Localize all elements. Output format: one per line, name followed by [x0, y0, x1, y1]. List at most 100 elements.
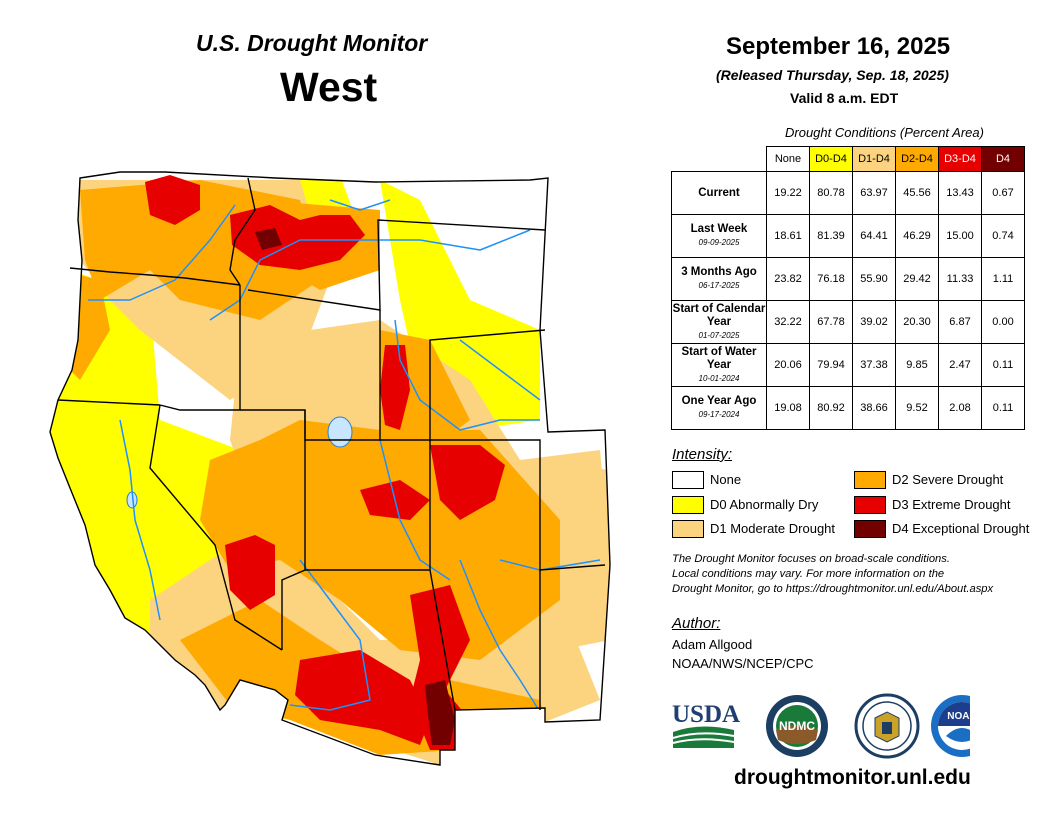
table-cell: 0.67 — [981, 171, 1025, 215]
row-title: Start of Calendar Year — [672, 302, 766, 328]
legend-swatch-none — [672, 471, 704, 489]
report-date: September 16, 2025 — [726, 33, 951, 60]
partner-logos: USDA NDMC NOAA — [672, 693, 970, 759]
table-cell: 2.47 — [938, 343, 982, 387]
author-organization: NOAA/NWS/NCEP/CPC — [672, 656, 814, 671]
table-cell: 39.02 — [852, 300, 896, 344]
commerce-seal-icon — [854, 693, 920, 759]
intensity-legend-title: Intensity: — [672, 446, 733, 463]
table-corner — [672, 147, 767, 172]
table-row: Last Week 09-09-2025 18.61 81.39 64.41 46… — [671, 214, 1025, 258]
table-cell: 80.78 — [809, 171, 853, 215]
legend-swatch-d0 — [672, 496, 704, 514]
table-cell: 32.22 — [766, 300, 810, 344]
d3-region-az — [295, 650, 430, 745]
row-date: 06-17-2025 — [698, 281, 740, 290]
table-row: One Year Ago 09-17-2024 19.08 80.92 38.66… — [671, 386, 1025, 430]
table-cell: 76.18 — [809, 257, 853, 301]
legend-swatch-d3 — [854, 496, 886, 514]
table-cell: 9.85 — [895, 343, 939, 387]
row-label: Current — [671, 171, 767, 215]
table-cell: 0.11 — [981, 343, 1025, 387]
release-date: (Released Thursday, Sep. 18, 2025) — [716, 67, 949, 83]
column-header-d1-d4: D1-D4 — [852, 146, 896, 172]
usda-logo: USDA — [672, 701, 740, 748]
valid-time: Valid 8 a.m. EDT — [790, 90, 899, 106]
state-boundaries — [49, 171, 611, 766]
column-header-none: None — [766, 146, 810, 172]
disclaimer-line: Local conditions may vary. For more info… — [672, 568, 945, 580]
table-cell: 81.39 — [809, 214, 853, 258]
table-cell: 64.41 — [852, 214, 896, 258]
row-label: Last Week 09-09-2025 — [671, 214, 767, 258]
table-cell: 38.66 — [852, 386, 896, 430]
legend-label: D3 Extreme Drought — [892, 497, 1011, 512]
row-title: Current — [698, 186, 740, 199]
conditions-table-title: Drought Conditions (Percent Area) — [785, 125, 984, 140]
table-cell: 19.08 — [766, 386, 810, 430]
table-cell: 79.94 — [809, 343, 853, 387]
row-title: Last Week — [690, 223, 748, 235]
row-date: 10-01-2024 — [698, 373, 740, 383]
table-cell: 67.78 — [809, 300, 853, 344]
table-cell: 20.30 — [895, 300, 939, 344]
disclaimer-line: Drought Monitor, go to https://droughtmo… — [672, 583, 994, 595]
legend-swatch-d1 — [672, 520, 704, 538]
d3-region-co — [430, 445, 505, 520]
disclaimer-text: The Drought Monitor focuses on broad-sca… — [672, 552, 1042, 597]
table-cell: 0.74 — [981, 214, 1025, 258]
table-cell: 2.08 — [938, 386, 982, 430]
table-cell: 29.42 — [895, 257, 939, 301]
table-cell: 0.11 — [981, 386, 1025, 430]
row-label: Start of Calendar Year 01-07-2025 — [671, 300, 767, 344]
website-link[interactable]: droughtmonitor.unl.edu — [734, 766, 971, 789]
table-header-row: None D0-D4 D1-D4 D2-D4 D3-D4 D4 — [672, 146, 1025, 172]
ndmc-logo: NDMC — [766, 695, 828, 757]
table-cell: 55.90 — [852, 257, 896, 301]
table-cell: 46.29 — [895, 214, 939, 258]
column-header-d2-d4: D2-D4 — [895, 146, 939, 172]
conditions-table: None D0-D4 D1-D4 D2-D4 D3-D4 D4 Current … — [671, 146, 1025, 430]
table-cell: 13.43 — [938, 171, 982, 215]
column-header-d3-d4: D3-D4 — [938, 146, 982, 172]
usda-logo-text: USDA — [672, 701, 740, 728]
table-cell: 45.56 — [895, 171, 939, 215]
table-cell: 20.06 — [766, 343, 810, 387]
row-title: 3 Months Ago — [681, 266, 757, 278]
disclaimer-line: The Drought Monitor focuses on broad-sca… — [672, 553, 950, 565]
table-cell: 19.22 — [766, 171, 810, 215]
ndmc-logo-text: NDMC — [779, 719, 815, 733]
table-cell: 0.00 — [981, 300, 1025, 344]
column-header-d4: D4 — [981, 146, 1025, 172]
row-label: 3 Months Ago 06-17-2025 — [671, 257, 767, 301]
d3-region-mt — [230, 205, 365, 270]
table-cell: 18.61 — [766, 214, 810, 258]
noaa-logo-text: NOAA — [947, 711, 970, 722]
noaa-logo: NOAA — [931, 695, 970, 757]
author-name: Adam Allgood — [672, 637, 753, 652]
row-date: 09-17-2024 — [698, 410, 740, 419]
table-cell: 6.87 — [938, 300, 982, 344]
table-row: Current 19.22 80.78 63.97 45.56 13.43 0.… — [671, 171, 1025, 215]
drought-map — [49, 171, 611, 766]
row-label: Start of Water Year 10-01-2024 — [671, 343, 767, 387]
row-title: Start of Water Year — [681, 345, 757, 371]
table-cell: 9.52 — [895, 386, 939, 430]
region-title: West — [280, 64, 378, 110]
legend-label: D0 Abnormally Dry — [710, 497, 819, 512]
row-date: 01-07-2025 — [698, 330, 740, 340]
legend-label: D4 Exceptional Drought — [892, 521, 1030, 536]
column-header-d0-d4: D0-D4 — [809, 146, 853, 172]
table-row: Start of Calendar Year 01-07-2025 32.22 6… — [671, 300, 1025, 344]
d4-region-mt — [255, 228, 282, 250]
author-heading: Author: — [672, 615, 721, 632]
row-label: One Year Ago 09-17-2024 — [671, 386, 767, 430]
row-title: One Year Ago — [681, 395, 757, 407]
table-row: 3 Months Ago 06-17-2025 23.82 76.18 55.90… — [671, 257, 1025, 301]
monitor-title: U.S. Drought Monitor — [196, 30, 428, 56]
legend-label: D1 Moderate Drought — [710, 521, 836, 536]
table-cell: 1.11 — [981, 257, 1025, 301]
rivers — [88, 199, 601, 721]
table-cell: 11.33 — [938, 257, 982, 301]
table-cell: 63.97 — [852, 171, 896, 215]
